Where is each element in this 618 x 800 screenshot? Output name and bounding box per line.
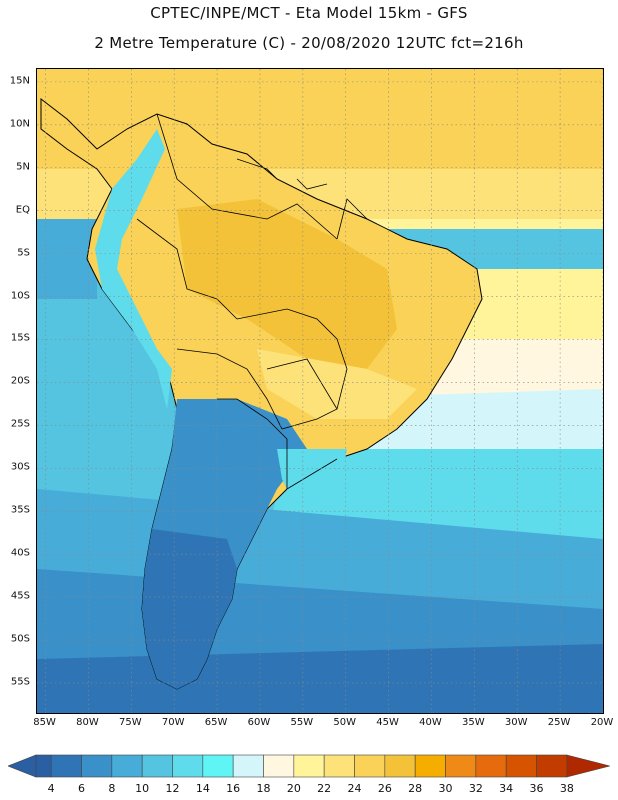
colorbar-box [35,754,52,778]
lat-tick-label: 40S [10,547,30,559]
map-panel [36,68,604,714]
lat-tick-label: 10N [9,118,30,130]
andes-cool [95,129,172,409]
lon-tick-label: 35W [462,717,485,728]
temperature-map [37,69,603,713]
colorbar-box [384,754,416,778]
colorbar-level-label: 14 [195,782,210,795]
colorbar-box [50,754,82,778]
colorbar-box [263,754,295,778]
colorbar-level-label: 36 [529,782,544,795]
lat-tick-label: 30S [10,461,30,473]
lon-tick-label: 75W [119,717,142,728]
colorbar-level-label: 26 [377,782,392,795]
colorbar-level-label: 18 [256,782,271,795]
lon-tick-label: 55W [290,717,314,728]
lat-tick-label: 35S [10,504,30,516]
lon-tick-label: 30W [504,717,528,728]
colorbar-level-label: 28 [408,782,423,795]
lat-tick-label: 55S [10,676,30,688]
colorbar-box [232,754,264,778]
colorbar-level-label: 8 [108,782,116,795]
colorbar-box [445,754,477,778]
colorbar-box [354,754,386,778]
country-borders [136,113,368,490]
colorbar-level-label: 6 [78,782,85,795]
lat-tick-label: 5S [17,247,30,259]
lon-tick-label: 45W [376,717,399,728]
colorbar-level-label: 20 [286,782,301,795]
colorbar-arrow-low [8,754,37,778]
chart-title: CPTEC/INPE/MCT - Eta Model 15km - GFS [150,4,468,22]
colorbar-box [141,754,173,778]
colorbar-level-label: 34 [499,782,514,795]
lon-tick-label: 40W [419,717,442,728]
colorbar-level-label: 22 [317,782,332,795]
colorbar-level-label: 38 [559,782,574,795]
colorbar-box [202,754,234,778]
lon-tick-label: 65W [204,717,228,728]
colorbar-box [536,754,568,778]
colorbar-box [111,754,143,778]
colorbar-box [172,754,204,778]
uruguay-cool [277,449,347,509]
lon-tick-label: 80W [76,717,99,728]
colorbar-box [323,754,355,778]
colorbar-box [475,754,507,778]
land-hot-core [177,199,397,369]
colorbar-level-label: 30 [438,782,453,795]
lon-tick-label: 85W [33,717,56,728]
band-pacific-north [37,219,97,299]
colorbar-box [505,754,537,778]
colorbar-box [414,754,446,778]
colorbar-level-label: 32 [468,782,483,795]
colorbar-box [81,754,113,778]
patagonia-cold [142,529,237,689]
colorbar-level-label: 16 [226,782,241,795]
lat-tick-label: 45S [10,590,30,602]
lat-tick-label: EQ [15,204,30,216]
lat-tick-label: 50S [10,633,30,645]
colorbar-box [293,754,325,778]
lat-tick-label: 20S [10,375,30,387]
lon-tick-label: 25W [547,717,571,728]
colorbar-level-label: 12 [165,782,180,795]
colorbar-level-label: 24 [347,782,362,795]
colorbar-level-label: 4 [47,782,55,795]
lon-tick-label: 60W [247,717,271,728]
land-mild-plateau [257,349,417,419]
lat-tick-label: 15N [9,75,30,87]
lat-tick-label: 25S [10,418,30,430]
chart-subtitle: 2 Metre Temperature (C) - 20/08/2020 12U… [94,34,524,52]
lon-tick-label: 20W [590,717,614,728]
lat-tick-label: 5N [16,161,30,173]
colorbar-level-label: 10 [135,782,150,795]
lat-lon-grid [37,69,603,713]
lon-tick-label: 50W [333,717,357,728]
lat-tick-label: 10S [10,290,30,302]
lon-tick-label: 70W [161,717,185,728]
lat-tick-label: 15S [10,332,30,344]
colorbar-arrow-high [566,754,610,778]
colorbar [8,754,610,778]
